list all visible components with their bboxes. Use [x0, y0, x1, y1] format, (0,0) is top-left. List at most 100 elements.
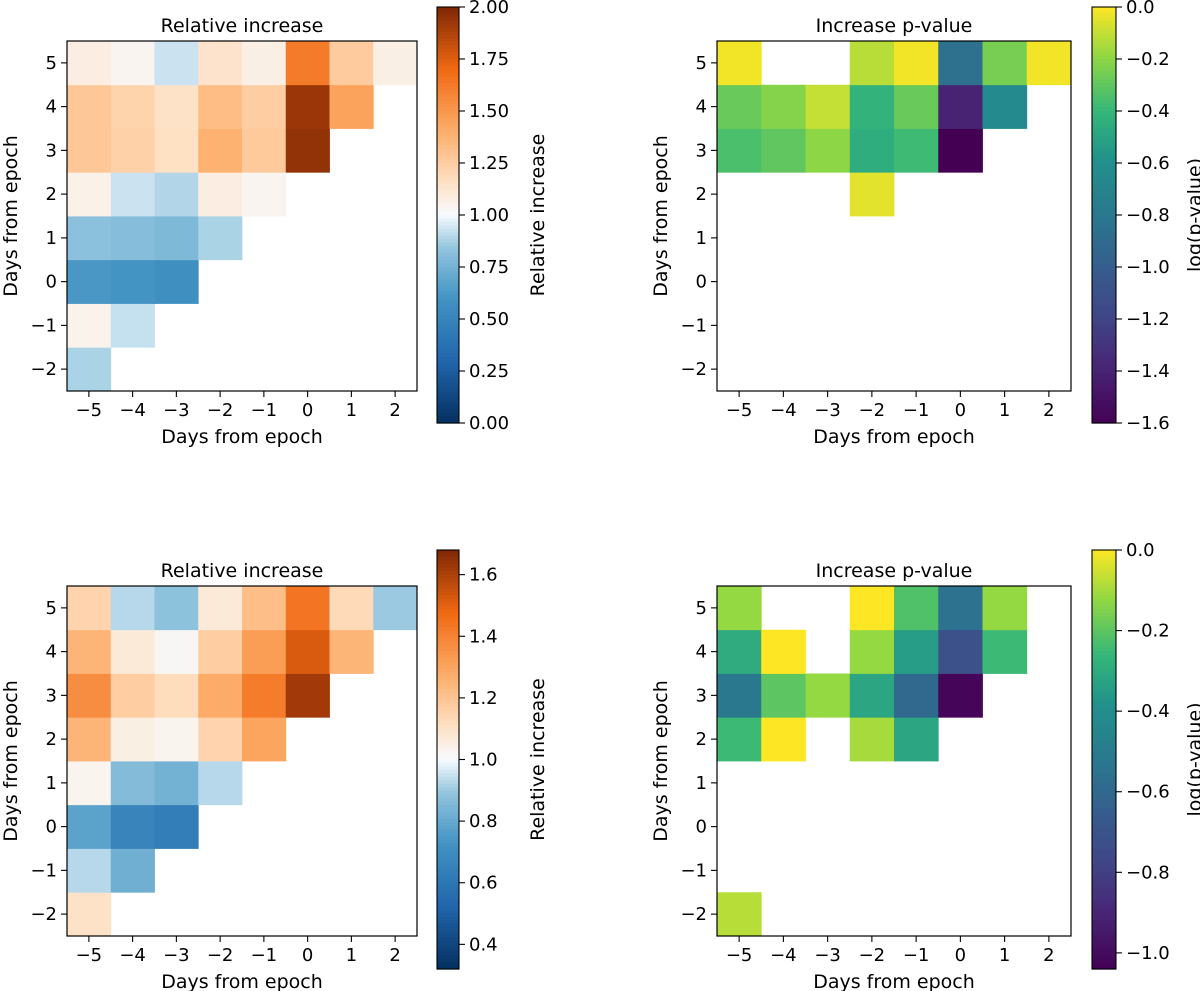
x-tick-label: −4	[119, 400, 146, 421]
colorbar-swatch	[1092, 574, 1116, 579]
colorbar-swatch	[437, 256, 459, 261]
colorbar-swatch	[1092, 235, 1116, 240]
colorbar-swatch	[1092, 686, 1116, 691]
colorbar-swatch	[1092, 38, 1116, 43]
colorbar-swatch	[1092, 665, 1116, 670]
colorbar-swatch	[437, 623, 459, 628]
colorbar-swatch	[437, 294, 459, 299]
colorbar-swatch	[1092, 228, 1116, 233]
colorbar-swatch	[437, 187, 459, 192]
x-tick-label: −4	[770, 945, 797, 966]
colorbar-swatch	[437, 128, 459, 133]
axes-frame	[66, 40, 418, 392]
colorbar-swatch	[437, 374, 459, 379]
colorbar-swatch	[437, 867, 459, 872]
colorbar-swatch	[437, 647, 459, 652]
colorbar-swatch	[1092, 149, 1116, 154]
heatmap-cell	[67, 84, 112, 129]
colorbar-swatch	[437, 822, 459, 827]
colorbar-swatch	[437, 857, 459, 862]
colorbar-swatch	[1092, 93, 1116, 98]
colorbar-swatch	[1092, 13, 1116, 18]
heatmap-cell	[154, 259, 199, 304]
axes-frame	[716, 40, 1072, 392]
colorbar-tick-label: 0.75	[469, 257, 509, 278]
colorbar-swatch	[437, 124, 459, 129]
colorbar-swatch	[1092, 941, 1116, 946]
colorbar-swatch	[1092, 346, 1116, 351]
colorbar-swatch	[437, 135, 459, 140]
colorbar-swatch	[437, 360, 459, 365]
heatmap-cell	[67, 848, 112, 893]
colorbar-swatch	[437, 906, 459, 911]
colorbar-swatch	[1092, 731, 1116, 736]
colorbar-swatch	[437, 398, 459, 403]
colorbar-swatch	[1092, 745, 1116, 750]
colorbar-swatch	[437, 416, 459, 421]
heatmap-cell	[717, 717, 762, 762]
colorbar-swatch	[1092, 45, 1116, 50]
colorbar-swatch	[437, 364, 459, 369]
colorbar-swatch	[1092, 909, 1116, 914]
heatmap-cell	[982, 629, 1028, 674]
colorbar-swatch	[437, 86, 459, 91]
colorbar-swatch	[437, 381, 459, 386]
colorbar-swatch	[437, 556, 459, 562]
colorbar-swatch	[437, 965, 459, 970]
y-tick-label: 4	[696, 642, 707, 663]
colorbar-swatch	[437, 651, 459, 656]
colorbar-swatch	[437, 284, 459, 289]
colorbar: 0.4 0.6 0.8 1.0 1.2 1.4 1.6 Relative increase	[436, 549, 549, 970]
y-tick-label: 4	[46, 642, 57, 663]
colorbar-swatch	[1092, 724, 1116, 729]
colorbar-swatch	[437, 24, 459, 29]
colorbar-swatch	[1092, 291, 1116, 296]
heatmap-cell	[717, 128, 762, 173]
colorbar-swatch	[1092, 7, 1116, 12]
heatmap-cell	[761, 673, 806, 718]
colorbar-swatch	[1092, 48, 1116, 53]
colorbar-swatch	[437, 312, 459, 317]
x-tick-label: −3	[163, 400, 190, 421]
colorbar-swatch	[1092, 280, 1116, 285]
x-tick-label: 2	[389, 945, 400, 966]
colorbar-swatch	[1092, 738, 1116, 743]
colorbar-swatch	[437, 703, 459, 708]
colorbar-swatch	[1092, 76, 1116, 81]
colorbar-swatch	[1092, 55, 1116, 60]
colorbar-swatch	[1092, 135, 1116, 140]
colorbar-swatch	[1092, 595, 1116, 600]
x-axis-label: Days from epoch	[161, 426, 323, 448]
colorbar-swatch	[1092, 696, 1116, 701]
colorbar-swatch	[1092, 388, 1116, 393]
colorbar-swatch	[437, 104, 459, 109]
colorbar-swatch	[437, 881, 459, 886]
colorbar-swatch	[437, 391, 459, 396]
x-axis-label: Days from epoch	[813, 971, 975, 991]
x-tick-label: −4	[119, 945, 146, 966]
colorbar-tick-label: −1.6	[1126, 413, 1170, 434]
colorbar-swatch	[1092, 169, 1116, 174]
colorbar-swatch	[1092, 672, 1116, 677]
colorbar-swatch	[1092, 881, 1116, 886]
colorbar-swatch	[1092, 762, 1116, 768]
x-axis-label: Days from epoch	[813, 426, 975, 448]
colorbar-swatch	[437, 742, 459, 747]
colorbar-swatch	[437, 173, 459, 178]
colorbar-tick-label: −0.8	[1126, 862, 1170, 883]
colorbar-swatch	[1092, 298, 1116, 303]
heatmap-cell	[938, 84, 983, 129]
heatmap-cell	[894, 41, 939, 86]
colorbar-swatch	[1092, 780, 1116, 785]
colorbar-swatch	[1092, 717, 1116, 722]
colorbar-swatch	[437, 560, 459, 565]
colorbar-swatch	[437, 892, 459, 897]
colorbar-swatch	[437, 166, 459, 171]
heatmap-cell	[198, 761, 243, 806]
colorbar-swatch	[1092, 857, 1116, 862]
colorbar-swatch	[1092, 550, 1116, 555]
colorbar-swatch	[1092, 874, 1116, 879]
colorbar-swatch	[1092, 612, 1116, 617]
colorbar-tick-label: 0.25	[469, 361, 509, 382]
colorbar-swatch	[1092, 923, 1116, 928]
